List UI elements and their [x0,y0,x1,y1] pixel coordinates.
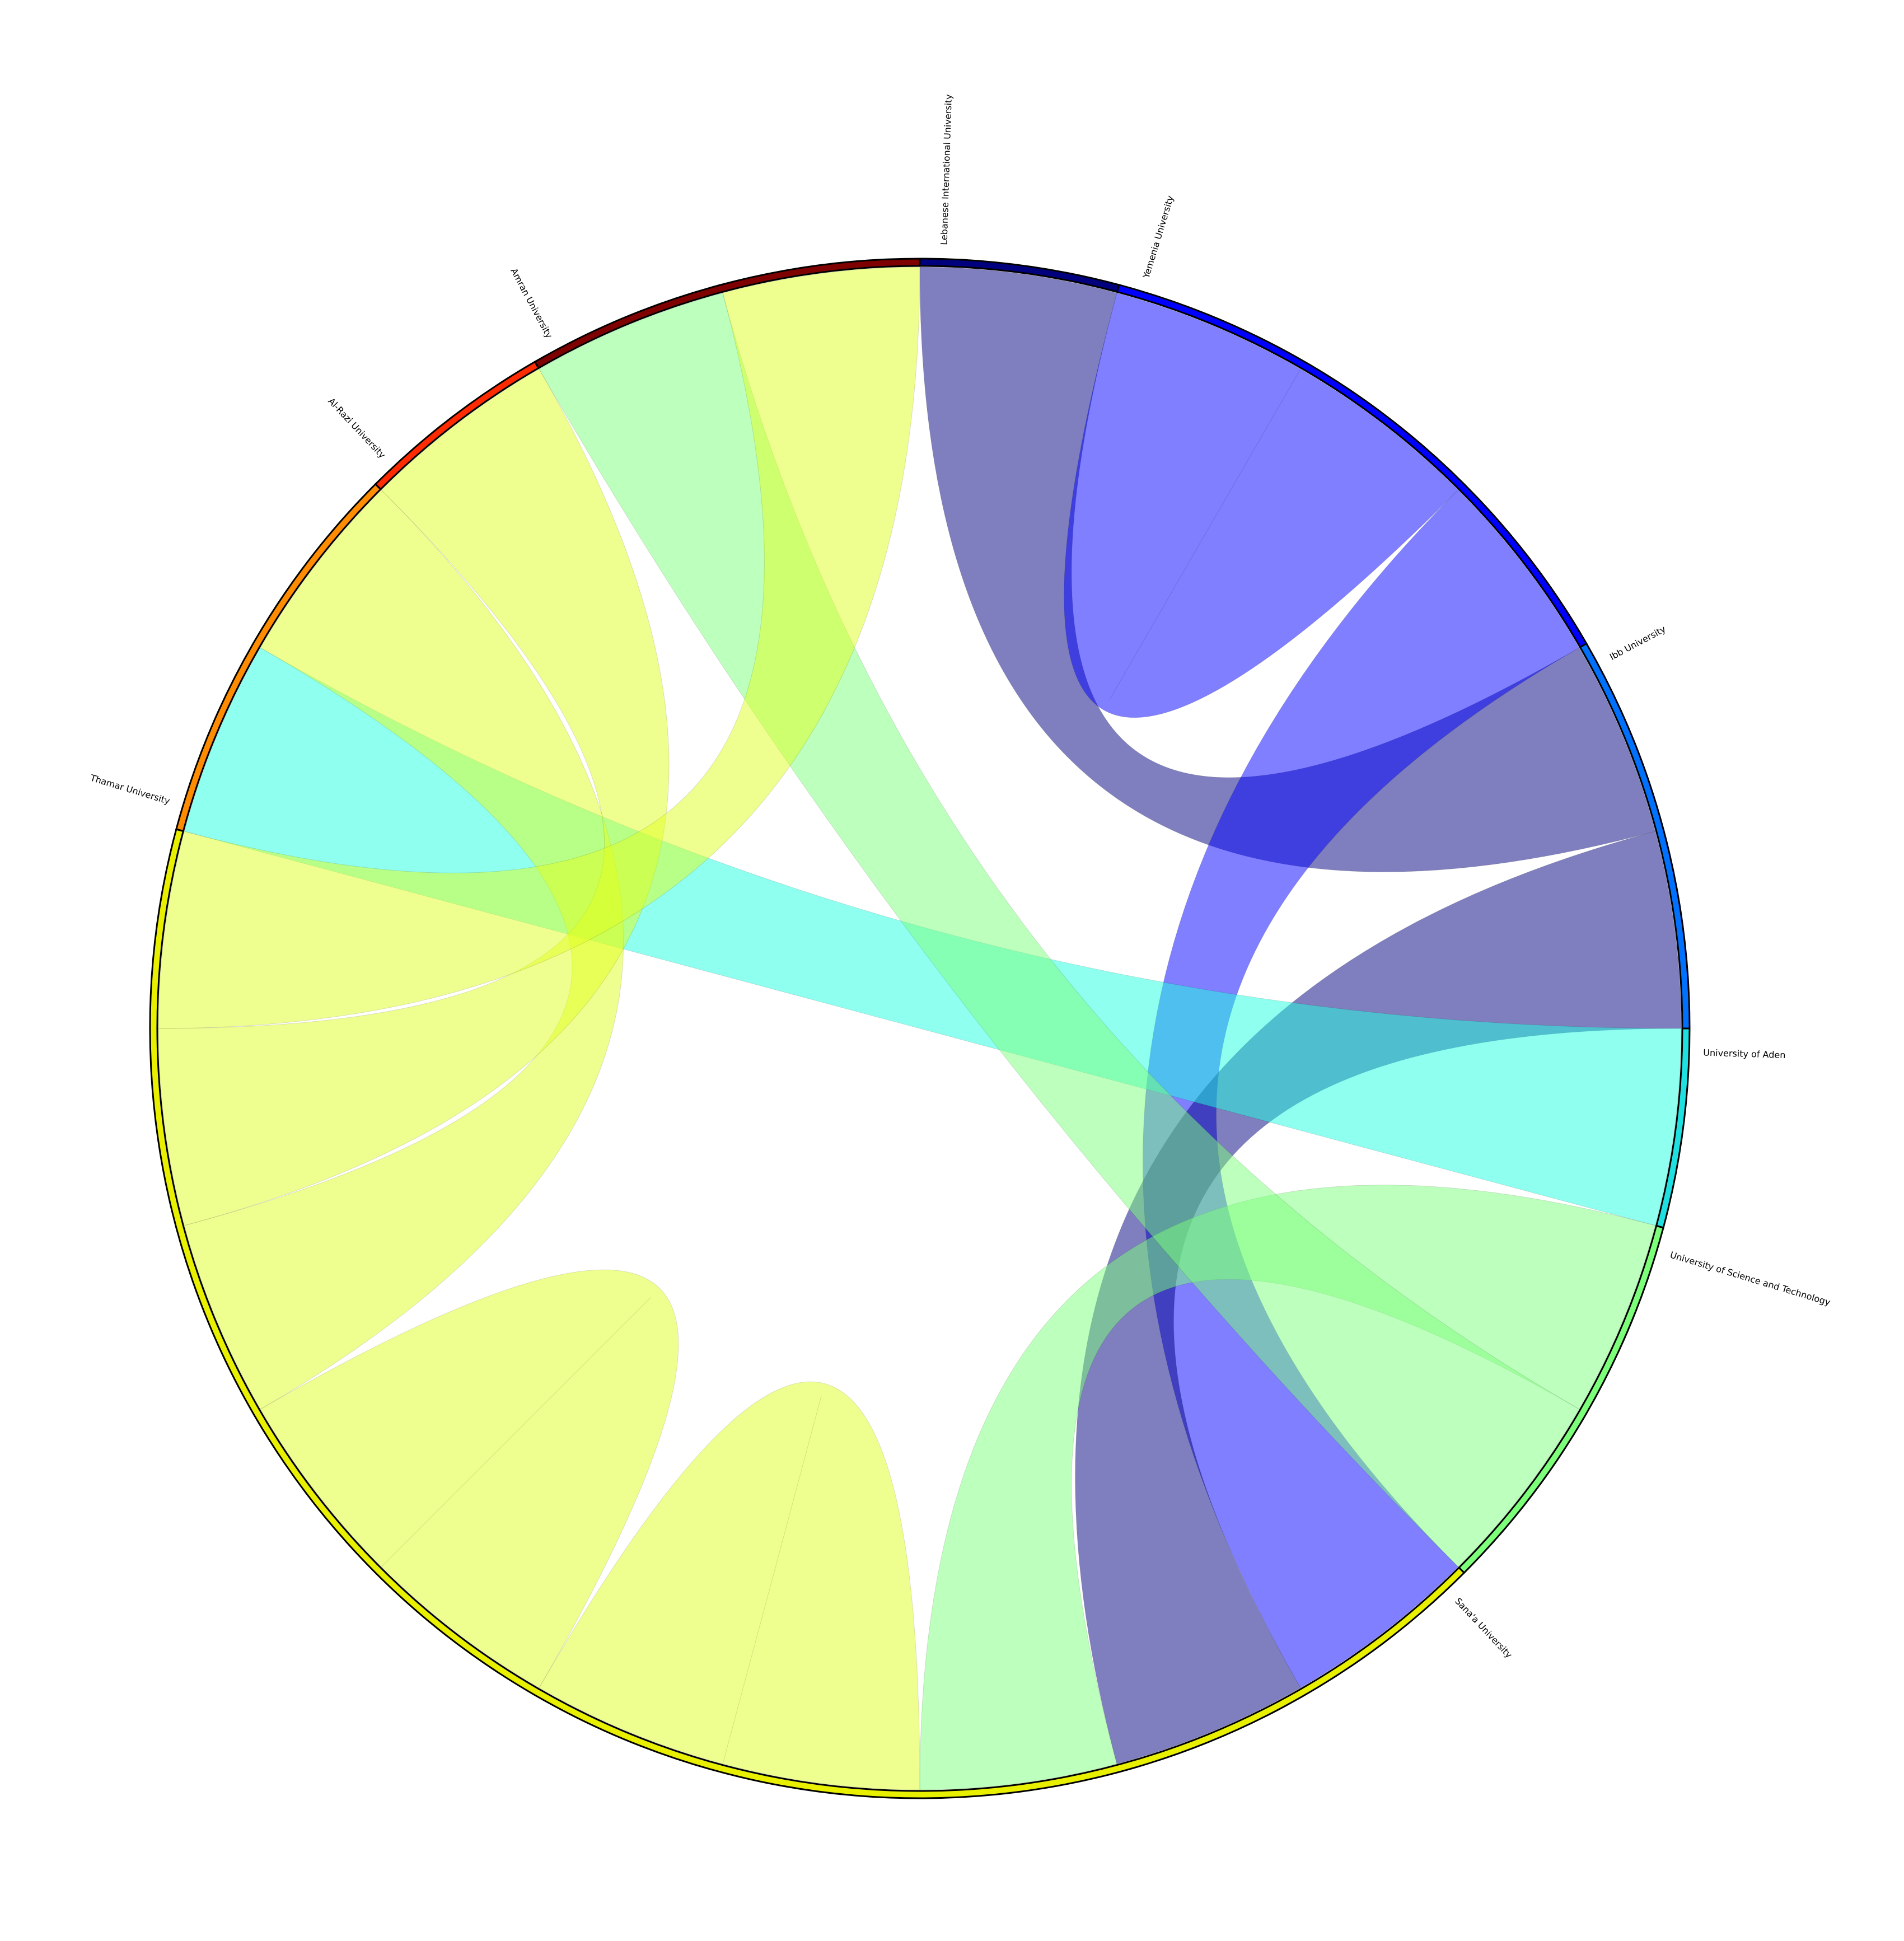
chord-ribbons [158,266,1682,1790]
chord-ribbon [260,1269,679,1689]
node-label: University of Aden [1703,1047,1786,1060]
node-label: Al-Razi University [326,396,387,460]
node-arc [534,258,921,370]
node-label: University of Science and Technology [1669,1250,1832,1308]
node-label: Sana'a University [1453,1596,1514,1660]
node-label: Lebanese International University [938,94,953,245]
chord-ribbon [1064,292,1459,718]
node-label: Yemenia University [1140,194,1176,280]
node-arcs [149,258,1691,1799]
node-label: Amran University [508,266,554,340]
node-label: Thamar University [88,772,171,806]
chord-ribbon [1142,489,1580,1689]
chord-ribbon [158,266,920,1029]
chord-ribbon [158,368,670,1226]
node-label: Ibb University [1608,624,1668,662]
chord-ribbon [539,1381,920,1790]
chord-ribbon [184,489,624,1410]
